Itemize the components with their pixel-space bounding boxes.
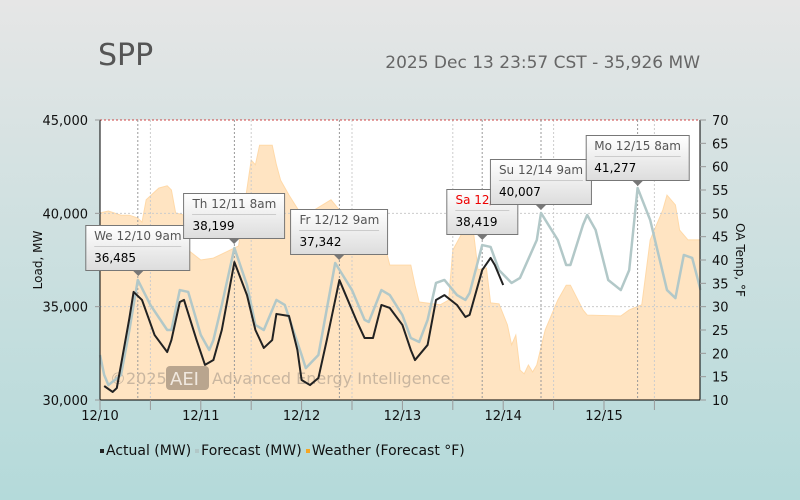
annotation-value: 36,485 [94, 250, 137, 265]
legend-label: Forecast (MW) [201, 443, 302, 459]
y2-tick-label: 40 [712, 254, 729, 269]
annotation-value: 38,199 [192, 218, 235, 233]
x-tick-label: 12/15 [585, 409, 622, 424]
legend-item[interactable]: Weather (Forecast °F) [305, 443, 465, 459]
legend: Actual (MW) Forecast (MW) Weather (Forecas… [100, 443, 465, 459]
legend-item[interactable]: Forecast (MW) [195, 443, 302, 459]
actual-line [103, 256, 505, 393]
y2-tick-label: 10 [712, 394, 729, 409]
y-axis-title: Load, MW [31, 231, 45, 290]
legend-item[interactable]: Actual (MW) [100, 443, 191, 459]
y2-tick-label: 20 [712, 347, 729, 362]
annotation-label: We 12/10 9am [94, 229, 182, 247]
annotation-label: Fr 12/12 9am [299, 213, 380, 231]
legend-label: Weather (Forecast °F) [311, 443, 465, 459]
annotation-value: 41,277 [594, 161, 637, 176]
x-tick-label: 12/13 [384, 409, 421, 424]
y2-tick-label: 25 [712, 324, 729, 339]
annotation-tooltip: Mo 12/15 8am 41,277 [585, 135, 690, 187]
x-tick-label: 12/12 [283, 409, 320, 424]
y-tick-label: 40,000 [43, 207, 89, 222]
annotation-label: Th 12/11 8am [192, 197, 277, 215]
legend-swatch [100, 449, 104, 453]
legend-swatch [305, 449, 310, 453]
y2-tick-label: 45 [712, 231, 729, 246]
x-tick-label: 12/14 [484, 409, 521, 424]
y-tick-label: 45,000 [43, 114, 89, 129]
watermark-year: ©2025 [110, 369, 167, 388]
legend-swatch [195, 449, 200, 453]
y-tick-label: 30,000 [43, 394, 89, 409]
annotation-tooltip: Fr 12/12 9am 37,342 [290, 208, 389, 260]
annotation-label: Mo 12/15 8am [594, 139, 681, 158]
status-readout: 2025 Dec 13 23:57 CST - 35,926 MW [385, 53, 700, 73]
annotation-tooltip: Su 12/14 9am 40,007 [489, 159, 593, 211]
y2-tick-label: 70 [712, 114, 729, 129]
watermark-logo-box [166, 366, 209, 390]
annotation-value: 37,342 [299, 234, 342, 249]
y2-axis-title: OA Temp, °F [733, 223, 747, 297]
y2-tick-label: 15 [712, 371, 729, 386]
x-tick-label: 12/11 [182, 409, 219, 424]
annotation-tooltip: Th 12/11 8am 38,199 [183, 192, 286, 244]
y2-tick-label: 65 [712, 137, 729, 152]
y2-tick-label: 50 [712, 207, 729, 222]
y2-tick-label: 35 [712, 277, 729, 292]
watermark-logo: AEI [170, 369, 199, 390]
annotation-label: Su 12/14 9am [498, 163, 584, 182]
y2-tick-label: 60 [712, 161, 729, 176]
watermark-name: Advanced Energy Intelligence [212, 369, 450, 388]
forecast-line [98, 186, 702, 387]
y2-tick-label: 55 [712, 184, 729, 199]
legend-label: Actual (MW) [106, 443, 192, 459]
y-tick-label: 35,000 [43, 301, 89, 316]
y2-tick-label: 30 [712, 301, 729, 316]
annotation-tooltip: We 12/10 9am 36,485 [85, 224, 191, 276]
page-title: SPP [98, 38, 154, 73]
annotation-value: 40,007 [498, 185, 541, 200]
x-tick-label: 12/10 [81, 409, 118, 424]
annotation-value: 38,419 [455, 214, 498, 229]
